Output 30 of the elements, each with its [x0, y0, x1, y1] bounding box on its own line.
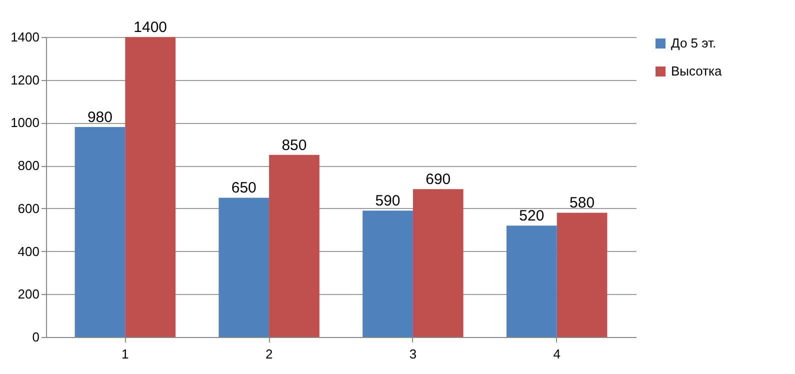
y-tick-label: 400: [18, 244, 40, 259]
x-tick-label: 1: [122, 346, 129, 362]
data-label: 650: [231, 180, 256, 197]
y-tick-label: 600: [18, 200, 40, 216]
y-tick-label: 1000: [10, 115, 40, 130]
bar: [218, 198, 270, 337]
bar: [506, 226, 557, 337]
data-label: 590: [375, 192, 400, 210]
data-label: 980: [87, 109, 112, 126]
bar: [412, 189, 464, 337]
y-tick-label: 800: [18, 158, 40, 174]
data-label: 520: [519, 208, 544, 225]
y-tick-label: 200: [18, 286, 40, 302]
data-label: 1400: [134, 19, 168, 36]
y-tick-label: 1200: [10, 72, 40, 88]
data-label: 690: [426, 171, 451, 188]
data-label: 580: [570, 194, 595, 212]
bar: [556, 212, 608, 337]
data-label: 850: [282, 136, 307, 154]
bar: [269, 154, 320, 337]
y-tick-label: 0: [32, 330, 40, 344]
x-tick-label: 3: [409, 346, 417, 362]
x-tick-label: 4: [553, 346, 560, 362]
bar: [74, 127, 126, 337]
legend-label: Высотка: [671, 64, 723, 78]
bar: [125, 37, 176, 337]
bar: [362, 210, 413, 337]
legend-label: До 5 эт.: [671, 36, 716, 50]
y-tick-label: 1400: [10, 30, 40, 44]
x-tick-label: 2: [265, 346, 273, 362]
